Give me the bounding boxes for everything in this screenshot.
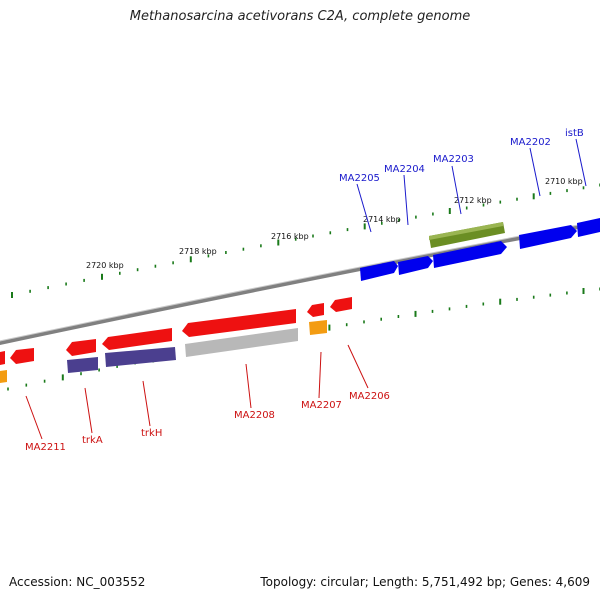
- gene-arrow-ma2205[interactable]: [360, 261, 398, 281]
- gene-arrow-trkh[interactable]: [102, 328, 172, 350]
- gene-arrow-ma2204[interactable]: [398, 256, 433, 275]
- scale-label-2710: 2710 kbp: [545, 177, 583, 186]
- reverse-gene-arrows: [0, 297, 352, 383]
- gene-arrow-ma2207[interactable]: [307, 303, 324, 317]
- gene-label-ma2203[interactable]: MA2203: [433, 154, 474, 165]
- gene-label-trkh[interactable]: trkH: [141, 428, 162, 439]
- callout-ma2203: [451, 165, 462, 215]
- gene-arrow-ma2203[interactable]: [433, 241, 507, 268]
- gene-label-ma2202[interactable]: MA2202: [510, 137, 551, 148]
- forward-gene-arrows: [360, 218, 600, 281]
- gene-label-ma2206[interactable]: MA2206: [349, 391, 390, 402]
- gene-label-ma2204[interactable]: MA2204: [384, 164, 425, 175]
- callout-lines: [25, 138, 587, 440]
- gene-label-ma2207[interactable]: MA2207: [301, 400, 342, 411]
- callout-ma2207: [318, 351, 322, 399]
- callout-ma2211: [25, 395, 43, 440]
- scale-label-2714: 2714 kbp: [363, 215, 401, 224]
- gene-arrow-istb[interactable]: [577, 218, 600, 237]
- gene-orange-edge[interactable]: [0, 370, 7, 383]
- gene-label-ma2205[interactable]: MA2205: [339, 173, 380, 184]
- gene-label-ma2211[interactable]: MA2211: [25, 442, 66, 453]
- callout-ma2205: [356, 183, 372, 233]
- gene-arrow-ma2202[interactable]: [519, 225, 577, 249]
- scale-label-2720: 2720 kbp: [86, 261, 124, 270]
- callout-ma2208: [245, 363, 252, 409]
- callout-ma2204: [403, 174, 409, 226]
- gene-purple-block-trka[interactable]: [67, 357, 98, 373]
- gene-arrow-trka[interactable]: [66, 339, 96, 356]
- callout-istb: [575, 138, 587, 187]
- callout-ma2202: [529, 147, 541, 197]
- scale-label-2718: 2718 kbp: [179, 247, 217, 256]
- scale-label-2712: 2712 kbp: [454, 196, 492, 205]
- gene-grey-block[interactable]: [185, 328, 298, 357]
- gene-orange-block[interactable]: [309, 320, 327, 335]
- tick-row-upper: [11, 183, 600, 298]
- map-title: Methanosarcina acetivorans C2A, complete…: [129, 9, 471, 24]
- gene-arrow-ma2211[interactable]: [10, 348, 34, 364]
- genome-summary-text: Topology: circular; Length: 5,751,492 bp…: [260, 575, 590, 589]
- callout-ma2206: [347, 344, 369, 389]
- gene-arrow-ma2208[interactable]: [182, 309, 296, 337]
- callout-trka: [84, 387, 93, 434]
- scale-label-2716: 2716 kbp: [271, 232, 309, 241]
- gene-label-trka[interactable]: trkA: [82, 435, 103, 446]
- gene-arrow-edge[interactable]: [0, 351, 5, 365]
- callout-trkh: [142, 380, 151, 427]
- gene-label-istb[interactable]: istB: [565, 128, 584, 139]
- gene-purple-block-trkh[interactable]: [105, 347, 176, 367]
- gene-arrow-ma2206[interactable]: [330, 297, 352, 312]
- tick-row-lower: [7, 287, 600, 391]
- gene-olive-block-shine: [429, 222, 503, 240]
- gene-label-ma2208[interactable]: MA2208: [234, 410, 275, 421]
- accession-text: Accession: NC_003552: [9, 575, 146, 589]
